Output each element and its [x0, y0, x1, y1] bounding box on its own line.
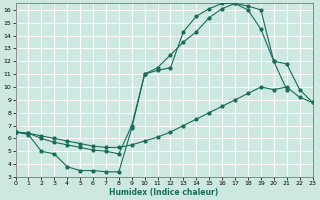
X-axis label: Humidex (Indice chaleur): Humidex (Indice chaleur) [109, 188, 219, 197]
